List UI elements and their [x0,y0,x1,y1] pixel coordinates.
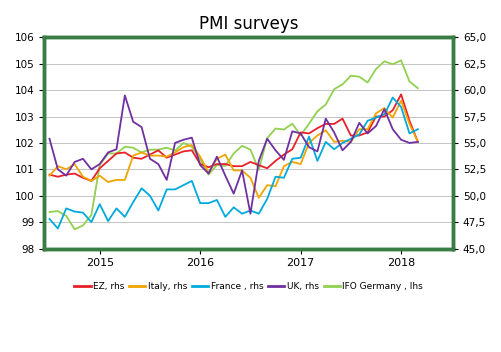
Legend: EZ, rhs, Italy, rhs, France , rhs, UK, rhs, IFO Germany , lhs: EZ, rhs, Italy, rhs, France , rhs, UK, r… [71,278,427,295]
Title: PMI surveys: PMI surveys [199,15,299,33]
